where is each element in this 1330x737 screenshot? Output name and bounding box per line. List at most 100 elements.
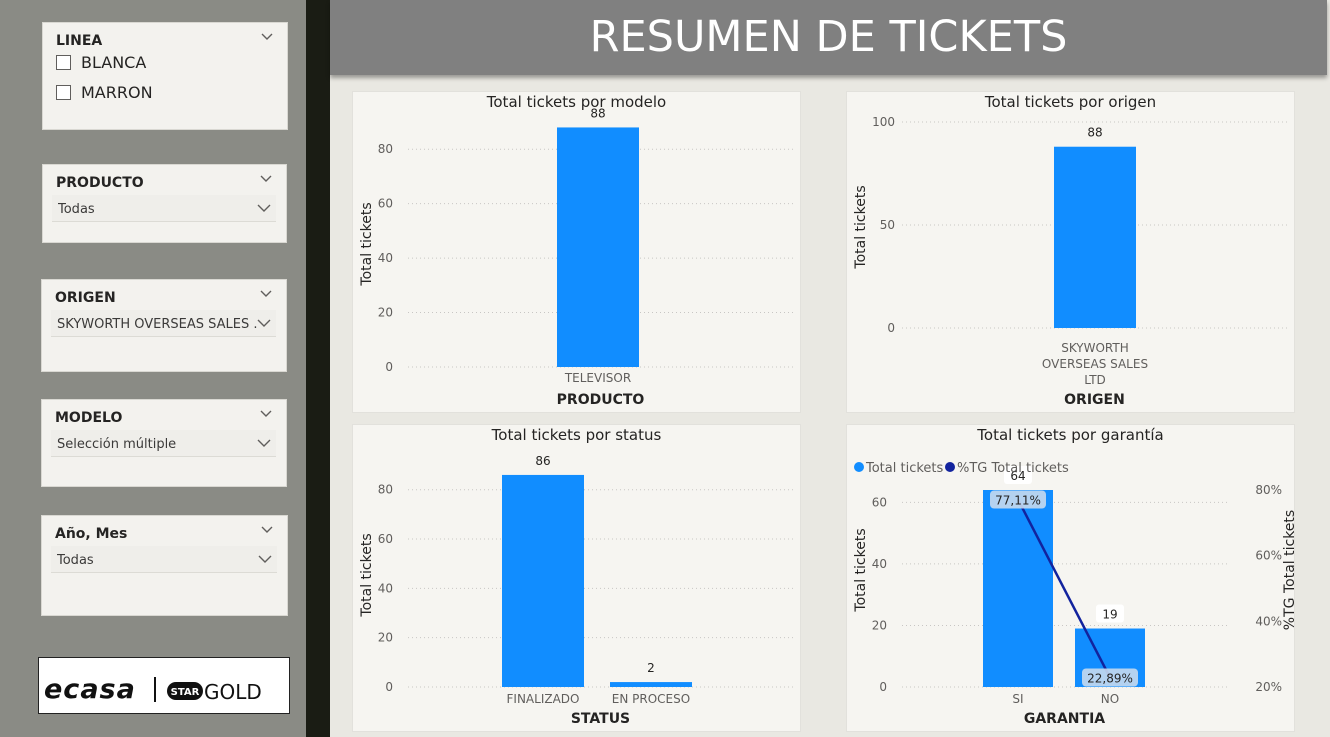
chart-title: Total tickets por status [491, 426, 662, 444]
producto-dropdown-value: Todas [58, 202, 95, 217]
bar [557, 127, 639, 367]
slicer-linea-title: LINEA [56, 33, 103, 49]
y-tick-label: 100 [872, 115, 895, 129]
slicer-origen-title: ORIGEN [55, 290, 116, 306]
data-label: 88 [1087, 126, 1102, 140]
y-tick-label: 20 [378, 631, 393, 645]
chart-plot: 0 20 40 60 Total tickets GARANTIA 64 SI 19 NO 20% 4… [853, 461, 1296, 727]
y-tick-label: 60 [378, 197, 393, 211]
chart-tickets-por-modelo[interactable]: Total tickets por modelo 0 20 40 60 80 Total … [352, 91, 801, 413]
logo-star-text: STAR [171, 687, 200, 698]
x-tick-label: EN PROCESO [612, 692, 690, 706]
y-tick-label: 40 [378, 581, 393, 595]
bar [1054, 146, 1136, 328]
chevron-down-icon[interactable] [258, 171, 274, 187]
checkbox[interactable] [56, 85, 71, 100]
data-label: 88 [590, 106, 605, 120]
title-banner: RESUMEN DE TICKETS [330, 0, 1327, 75]
x-axis-title: ORIGEN [1064, 392, 1125, 408]
x-tick-label: FINALIZADO [507, 692, 580, 706]
line-label-bg [1082, 668, 1138, 687]
y-tick-label: 50 [880, 218, 895, 232]
origen-dropdown-value: SKYWORTH OVERSEAS SALES ... [57, 317, 257, 332]
slicer-linea: LINEA BLANCA MARRON [42, 22, 288, 130]
y-tick-label: 80 [378, 142, 393, 156]
line-label-bg [990, 490, 1046, 509]
chart-title: Total tickets por modelo [486, 93, 667, 111]
linea-option-label: BLANCA [81, 53, 147, 72]
data-label: 19 [1102, 608, 1117, 622]
chevron-down-icon[interactable] [256, 435, 272, 451]
y-axis-title: Total tickets [359, 202, 375, 286]
data-label: 64 [1010, 469, 1025, 483]
origen-dropdown[interactable]: SKYWORTH OVERSEAS SALES ... [51, 310, 276, 337]
modelo-dropdown[interactable]: Selección múltiple [51, 430, 276, 457]
chevron-down-icon[interactable] [256, 200, 272, 216]
bar [610, 682, 692, 687]
y-tick-label: 40 [378, 251, 393, 265]
x-tick-label: NO [1101, 692, 1119, 706]
data-label-bg [1004, 466, 1032, 484]
report-canvas: RESUMEN DE TICKETS Total tickets por mod… [330, 0, 1330, 737]
chevron-down-icon[interactable] [257, 551, 273, 567]
x-tick-label: OVERSEAS SALES [1042, 357, 1148, 371]
linea-option-label: MARRON [81, 83, 153, 102]
y-tick-label: 0 [385, 360, 393, 374]
brand-logo: ecasa STAR GOLD [38, 657, 290, 714]
x-tick-label: SI [1012, 692, 1023, 706]
y-axis-title: Total tickets [359, 533, 375, 617]
y2-tick-label: 80% [1255, 483, 1282, 497]
chart-tickets-por-origen[interactable]: Total tickets por origen 0 50 100 Total tic… [846, 91, 1295, 413]
y-tick-label: 40 [872, 557, 887, 571]
chart-plot: 0 20 40 60 80 Total tickets STATUS 86 FINALIZADO… [359, 454, 793, 727]
y-tick-label: 80 [378, 483, 393, 497]
chart-title: Total tickets por origen [984, 93, 1157, 111]
logo-gold-text: GOLD [204, 680, 262, 704]
y-tick-label: 20 [378, 306, 393, 320]
producto-dropdown[interactable]: Todas [52, 195, 276, 222]
slicer-producto-title: PRODUCTO [56, 175, 144, 191]
chevron-down-icon[interactable] [259, 29, 275, 45]
sidebar-divider [306, 0, 330, 737]
y2-axis-title: %TG Total tickets [1282, 510, 1296, 630]
data-label-bg [1096, 604, 1124, 623]
x-axis-title: PRODUCTO [557, 392, 645, 408]
y-tick-label: 0 [385, 680, 393, 694]
legend-label: Total tickets [865, 461, 944, 476]
chart-plot: 0 20 40 60 80 Total tickets PRODUCTO 88 TELEVISO… [359, 106, 793, 408]
y-axis-title: Total tickets [853, 185, 869, 269]
y2-tick-label: 20% [1255, 680, 1282, 694]
slicer-producto: PRODUCTO Todas [42, 164, 287, 243]
data-label: 2 [647, 661, 655, 675]
chart-tickets-por-status[interactable]: Total tickets por status 0 20 40 60 80 Total … [352, 424, 801, 732]
chevron-down-icon[interactable] [258, 406, 274, 422]
anio-mes-dropdown[interactable]: Todas [51, 546, 277, 573]
y-tick-label: 0 [879, 680, 887, 694]
bar [983, 490, 1053, 687]
slicer-anio-mes-title: Año, Mes [55, 526, 128, 542]
checkbox[interactable] [56, 55, 71, 70]
legend-marker [945, 462, 955, 472]
data-label: 86 [535, 454, 550, 468]
modelo-dropdown-value: Selección múltiple [57, 437, 177, 452]
slicer-anio-mes: Año, Mes Todas [41, 515, 288, 616]
y-tick-label: 0 [887, 321, 895, 335]
x-tick-label: LTD [1084, 373, 1106, 387]
y-tick-label: 60 [872, 495, 887, 509]
legend-marker [854, 462, 864, 472]
anio-mes-dropdown-value: Todas [57, 553, 94, 568]
slicer-modelo-title: MODELO [55, 410, 123, 426]
bar [502, 474, 584, 687]
y-tick-label: 20 [872, 618, 887, 632]
chart-tickets-por-garantia[interactable]: Total tickets por garantía 0 20 40 60 Total … [846, 424, 1296, 732]
chevron-down-icon[interactable] [259, 522, 275, 538]
chevron-down-icon[interactable] [256, 315, 272, 331]
slicer-origen: ORIGEN SKYWORTH OVERSEAS SALES ... [41, 279, 287, 372]
legend-label: %TG Total tickets [957, 461, 1069, 476]
page-title: RESUMEN DE TICKETS [589, 12, 1068, 62]
logo-ecasa-text: ecasa [44, 674, 136, 705]
chevron-down-icon[interactable] [258, 286, 274, 302]
line-data-label: 77,11% [995, 493, 1041, 507]
line-data-label: 22,89% [1087, 672, 1133, 686]
x-axis-title: STATUS [571, 711, 630, 727]
